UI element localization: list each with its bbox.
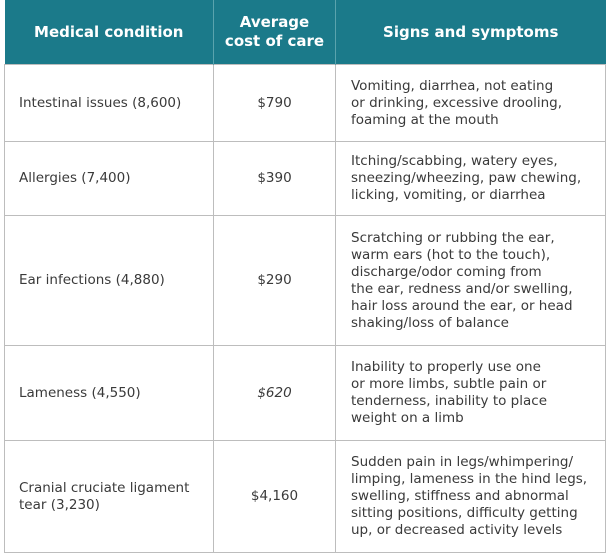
- cost-cell: $390: [213, 141, 336, 216]
- symptoms-cell: Inability to properly use one or more lim…: [335, 345, 606, 441]
- header-row: Medical condition Average cost of care Si…: [4, 0, 606, 65]
- text-line: Lameness (4,550): [19, 384, 141, 401]
- symptoms-cell: Scratching or rubbing the ear, warm ears …: [335, 215, 606, 346]
- text-line: sneezing/wheezing, paw chewing,: [351, 170, 582, 186]
- cost-cell: $290: [213, 215, 336, 346]
- condition-cell: Ear infections (4,880): [4, 215, 214, 346]
- cost-cell: $4,160: [213, 440, 336, 553]
- cost-cell: $790: [213, 64, 336, 142]
- condition-cell: Intestinal issues (8,600): [4, 64, 214, 142]
- text-line: or drinking, excessive drooling,: [351, 94, 563, 111]
- text-line: Itching/scabbing, watery eyes,: [351, 153, 558, 169]
- text-line: warm ears (hot to the touch),: [351, 246, 551, 263]
- text-line: hair loss around the ear, or head: [351, 297, 573, 314]
- text-line: or more limbs, subtle pain or: [351, 376, 547, 392]
- text-line: shaking/loss of balance: [351, 314, 509, 331]
- table-row: Lameness (4,550) $620 Inability to properl…: [4, 345, 606, 441]
- text-line: Sudden pain in legs/whimpering/: [351, 454, 574, 470]
- text-line: limping, lameness in the hind legs,: [351, 471, 588, 487]
- text-line: discharge/odor coming from: [351, 263, 542, 280]
- text-line: tear (3,230): [19, 496, 100, 513]
- text-line: the ear, redness and/or swelling,: [351, 280, 573, 297]
- text-line: licking, vomiting, or diarrhea: [351, 187, 546, 203]
- text-line: Vomiting, diarrhea, not eating: [351, 77, 554, 94]
- text-line: Scratching or rubbing the ear,: [351, 229, 555, 246]
- text-line: Inability to properly use one: [351, 359, 541, 375]
- header-cell: Signs and symptoms: [335, 0, 606, 65]
- table-row: Cranial cruciate ligament tear (3,230) $4,…: [4, 440, 606, 553]
- cost-cell: $620: [213, 345, 336, 441]
- text-line: sitting positions, difficulty getting: [351, 505, 578, 521]
- text-line: tenderness, inability to place: [351, 393, 547, 409]
- text-line: cost of care: [224, 32, 325, 50]
- care-table: Medical condition Average cost of care Si…: [4, 0, 606, 553]
- condition-cell: Allergies (7,400): [4, 141, 214, 216]
- header-cell: Average cost of care: [213, 0, 336, 65]
- condition-cell: Cranial cruciate ligament tear (3,230): [4, 440, 214, 553]
- text-line: up, or decreased activity levels: [351, 522, 563, 538]
- text-line: Cranial cruciate ligament: [19, 479, 190, 496]
- symptoms-cell: Vomiting, diarrhea, not eating or drinkin…: [335, 64, 606, 142]
- header-cell: Medical condition: [4, 0, 214, 65]
- table-row: Intestinal issues (8,600) $790 Vomiting, d…: [4, 64, 606, 142]
- condition-cell: Lameness (4,550): [4, 345, 214, 441]
- text-line: weight on a limb: [351, 410, 464, 426]
- text-line: swelling, stiffness and abnormal: [351, 488, 569, 504]
- symptoms-cell: Itching/scabbing, watery eyes, sneezing/w…: [335, 141, 606, 216]
- text-line: Allergies (7,400): [19, 170, 131, 186]
- text-line: foaming at the mouth: [351, 111, 499, 128]
- table-row: Allergies (7,400) $390 Itching/scabbing, w…: [4, 141, 606, 216]
- text-line: Average: [239, 13, 310, 31]
- table-row: Ear infections (4,880) $290 Scratching or …: [4, 215, 606, 346]
- text-line: Intestinal issues (8,600): [19, 94, 182, 111]
- symptoms-cell: Sudden pain in legs/whimpering/limping, …: [335, 440, 606, 553]
- text-line: Ear infections (4,880): [19, 272, 165, 288]
